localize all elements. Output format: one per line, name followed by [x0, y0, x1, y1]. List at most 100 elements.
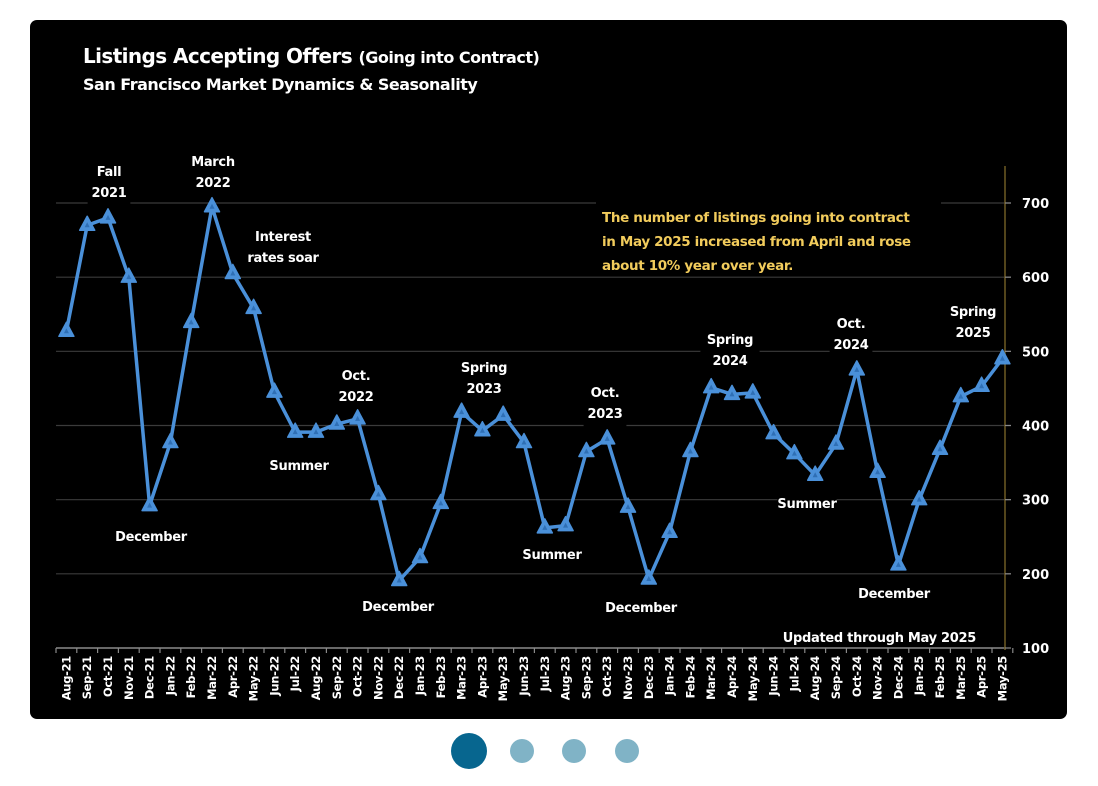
- x-tick-label: Mar-22: [205, 656, 219, 700]
- triangle-marker-core: [563, 522, 569, 528]
- x-tick-label: Sep-23: [579, 656, 593, 700]
- pagination-dot-active[interactable]: [451, 733, 487, 769]
- x-tick-label: Dec-23: [642, 656, 656, 699]
- triangle-marker-core: [999, 355, 1005, 361]
- x-tick-label: Mar-25: [954, 656, 968, 700]
- pagination-dot[interactable]: [510, 739, 534, 763]
- chart-panel: Listings Accepting Offers (Going into Co…: [30, 20, 1067, 719]
- triangle-marker-core: [313, 429, 319, 435]
- note-background: [596, 199, 941, 271]
- x-tick-label: Dec-24: [891, 656, 905, 699]
- pagination-dot[interactable]: [562, 739, 586, 763]
- triangle-marker-core: [209, 203, 215, 209]
- data-point: [411, 547, 429, 564]
- pagination-dot[interactable]: [615, 739, 639, 763]
- annotation-text: Spring: [950, 305, 996, 320]
- x-tick-label: Jan-25: [912, 656, 926, 697]
- x-tick-label: Feb-25: [933, 656, 947, 699]
- x-tick-label: Dec-22: [392, 656, 406, 699]
- data-point: [619, 497, 637, 513]
- x-tick-label: Oct-24: [850, 656, 864, 697]
- annotation-background: [603, 597, 679, 622]
- triangle-marker-core: [355, 415, 361, 421]
- data-point: [307, 422, 325, 438]
- annotation-text: rates soar: [247, 251, 319, 266]
- annotation-label: December: [603, 597, 679, 622]
- data-point: [328, 414, 346, 430]
- x-tick-label: Jul-23: [538, 656, 552, 693]
- x-tick-label: Nov-22: [371, 656, 385, 700]
- data-point: [58, 321, 75, 338]
- x-tick-label: Feb-22: [184, 656, 198, 698]
- line-chart: Aug-21 Sep-21 Oct-21 Nov-21 Dec-21 Jan-22 Feb-…: [55, 151, 1049, 702]
- data-point: [453, 402, 470, 418]
- annotation-text: 2025: [956, 326, 991, 341]
- triangle-marker-core: [833, 441, 839, 447]
- triangle-marker-core: [708, 384, 714, 390]
- data-point: [640, 569, 658, 585]
- data-point: [141, 495, 158, 512]
- data-point: [869, 462, 886, 478]
- annotation-background: [583, 382, 627, 428]
- triangle-marker-core: [105, 214, 111, 220]
- x-axis: Aug-21 Sep-21 Oct-21 Nov-21 Dec-21 Jan-22 Feb-…: [55, 647, 1014, 702]
- triangle-marker-core: [230, 270, 236, 276]
- x-tick-label: Sep-21: [80, 656, 94, 700]
- data-point: [890, 555, 907, 571]
- annotation-text: Spring: [707, 333, 753, 348]
- x-tick-label: Feb-24: [683, 656, 697, 699]
- x-tick-label: Dec-21: [143, 656, 157, 699]
- x-tick-label: Aug-23: [559, 656, 573, 701]
- y-tick-label: 100: [1022, 642, 1049, 657]
- data-point: [744, 383, 762, 399]
- annotation-text: Summer: [269, 459, 329, 474]
- series-listings-accepting-offers: [58, 196, 1011, 587]
- data-point: [723, 384, 741, 401]
- triangle-marker-core: [500, 412, 506, 418]
- x-tick-label: Aug-24: [808, 656, 822, 701]
- note-text: about 10% year over year.: [602, 258, 793, 274]
- x-tick-label: Oct-23: [600, 656, 614, 697]
- data-point: [349, 409, 366, 425]
- triangle-marker-core: [771, 430, 777, 436]
- annotation-label: Summer: [522, 544, 583, 569]
- triangle-marker-core: [646, 576, 652, 582]
- x-tick-label: Jan-24: [663, 656, 677, 697]
- annotation-label: December: [113, 526, 189, 551]
- triangle-marker-core: [791, 450, 797, 456]
- x-tick-label: Apr-25: [975, 656, 989, 698]
- data-point: [806, 465, 824, 481]
- triangle-marker-core: [63, 328, 69, 334]
- triangle-marker-core: [438, 500, 444, 506]
- annotation-label: Spring 2023: [454, 357, 514, 403]
- annotation-text: December: [858, 587, 931, 602]
- annotation-background: [113, 526, 189, 551]
- annotation-text: March: [191, 155, 235, 170]
- data-point: [78, 215, 96, 231]
- x-tick-label: Oct-22: [351, 656, 365, 697]
- annotation-label: December: [360, 596, 436, 621]
- annotation-background: [777, 493, 837, 518]
- x-tick-label: Aug-21: [59, 656, 73, 701]
- data-point: [661, 522, 678, 539]
- triangle-marker-core: [334, 421, 340, 427]
- data-point: [702, 377, 720, 394]
- annotation-label: Spring 2025: [943, 301, 1003, 347]
- x-tick-label: Jan-22: [163, 656, 177, 696]
- x-tick-label: May-24: [746, 656, 760, 702]
- x-tick-label: Nov-23: [621, 656, 635, 700]
- x-tick-label: Mar-23: [455, 656, 469, 700]
- annotation-label: December: [856, 583, 932, 608]
- x-tick-label: Jun-24: [767, 656, 781, 697]
- data-point: [910, 489, 928, 506]
- data-point: [786, 443, 803, 460]
- annotation-background: [856, 583, 932, 608]
- annotation-background: [700, 329, 760, 375]
- data-point: [973, 376, 990, 392]
- data-point: [99, 208, 117, 224]
- x-tick-label: Apr-22: [226, 656, 240, 698]
- annotation-text: 2022: [196, 176, 231, 191]
- data-point: [952, 386, 970, 403]
- x-tick-label: Nov-21: [122, 656, 136, 700]
- data-point: [765, 423, 782, 440]
